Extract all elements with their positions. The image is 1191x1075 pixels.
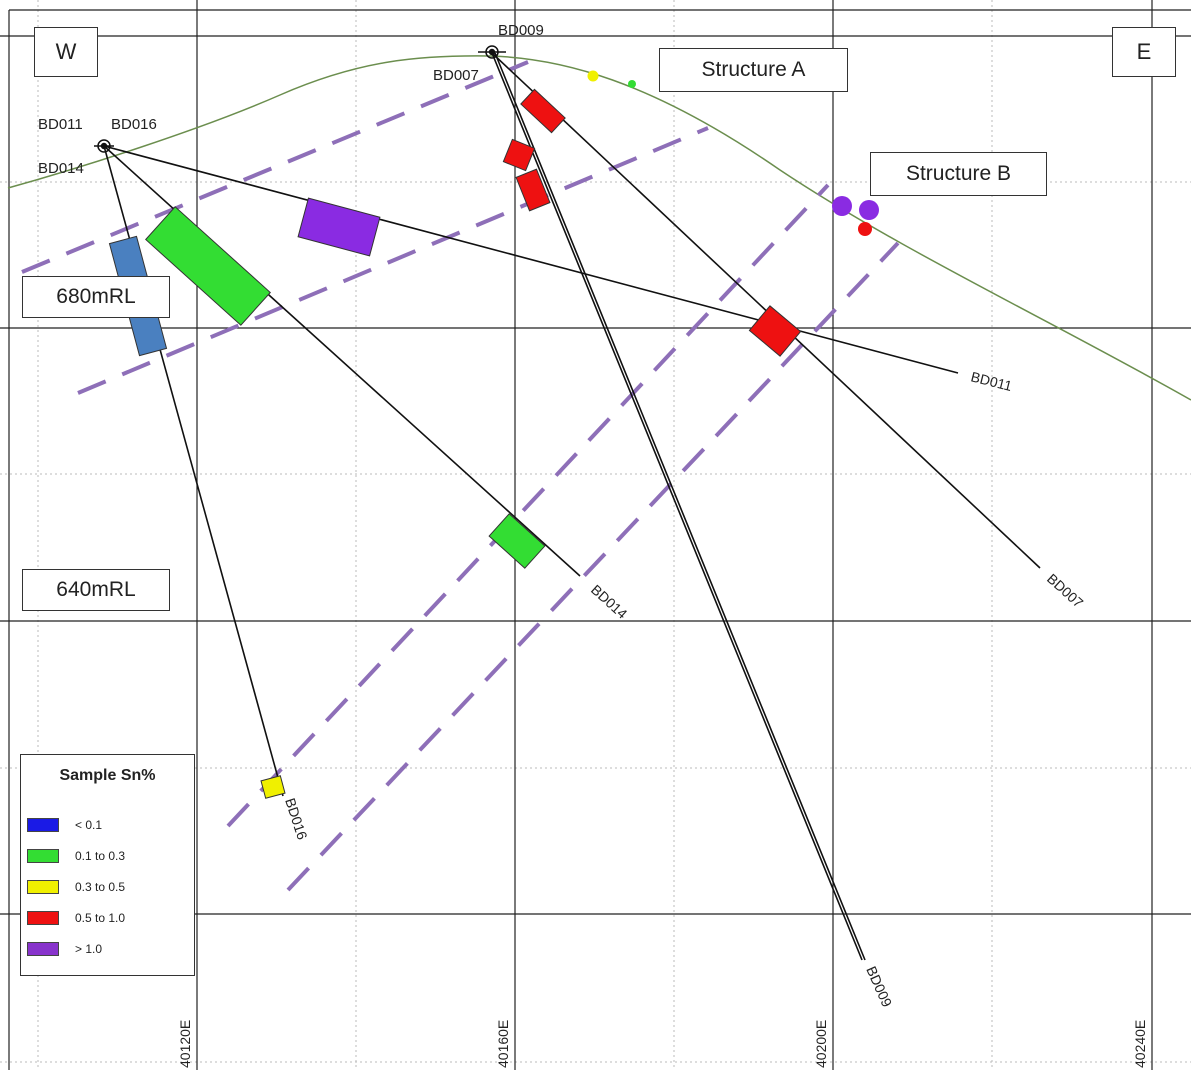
collar-label-bd007: BD007 [433, 67, 479, 84]
trace-bd011 [103, 145, 959, 374]
easting-label-40160: 40160E [495, 1020, 511, 1068]
structure-b-lower [286, 241, 900, 892]
trace-bd009 [491, 52, 863, 961]
structure-a-upper [21, 60, 529, 274]
legend-swatch-lt-0-1 [27, 818, 59, 832]
easting-label-40200: 40200E [813, 1020, 829, 1068]
surface-samples [587, 70, 879, 236]
structure-a-lower [77, 126, 709, 395]
legend-label: 0.3 to 0.5 [75, 880, 126, 894]
collar-label-bd016: BD016 [111, 116, 157, 133]
interval-red-bd007-upper [520, 88, 566, 134]
interval-red-intersection [748, 305, 802, 357]
legend-swatch-0-3-to-0-5 [27, 880, 59, 894]
interval-green-bd014-upper [145, 206, 271, 326]
interval-red-bd009-a [502, 138, 536, 172]
collar-label-bd014: BD014 [38, 160, 84, 177]
structure-dashes [21, 60, 900, 892]
sample-dot-green [628, 80, 636, 88]
legend-label: 0.5 to 1.0 [75, 911, 126, 925]
collar-markers [94, 45, 506, 153]
sample-dot-yellow [587, 70, 599, 82]
east-label: E [1112, 27, 1176, 77]
hole-label-bd007: BD007 [1044, 570, 1087, 611]
legend-swatch-0-1-to-0-3 [27, 849, 59, 863]
sample-dot-purple-2 [859, 200, 879, 220]
topography-line [7, 55, 1191, 401]
legend-swatch-gt-1-0 [27, 942, 59, 956]
interval-purple-bd011 [297, 197, 381, 257]
structure-b-label: Structure B [870, 152, 1047, 196]
legend-item: 0.3 to 0.5 [27, 878, 125, 896]
legend-swatch-0-5-to-1-0 [27, 911, 59, 925]
rl-label-640: 640mRL [22, 569, 170, 611]
interval-red-bd009-b [515, 168, 551, 212]
legend: Sample Sn% < 0.1 0.1 to 0.3 0.3 to 0.5 0… [20, 754, 195, 976]
hole-label-bd014: BD014 [588, 581, 631, 622]
legend-label: < 0.1 [75, 818, 103, 832]
legend-item: 0.1 to 0.3 [27, 847, 125, 865]
structure-a-label: Structure A [659, 48, 848, 92]
collar-label-bd009: BD009 [498, 22, 544, 39]
legend-label: > 1.0 [75, 942, 103, 956]
trace-bd009-b [494, 52, 866, 961]
hole-label-bd016: BD016 [282, 796, 311, 842]
rl-label-680: 680mRL [22, 276, 170, 318]
sample-dot-purple-1 [832, 196, 852, 216]
legend-item: 0.5 to 1.0 [27, 909, 125, 927]
interval-yellow-bd016 [260, 775, 286, 799]
legend-item: < 0.1 [27, 816, 102, 834]
hole-label-bd009: BD009 [863, 964, 895, 1010]
collar-label-bd011: BD011 [38, 116, 83, 133]
sample-intervals [108, 88, 802, 799]
easting-label-40120: 40120E [177, 1020, 193, 1068]
legend-item: > 1.0 [27, 940, 102, 958]
structure-b-upper [226, 183, 830, 828]
legend-label: 0.1 to 0.3 [75, 849, 126, 863]
easting-label-40240: 40240E [1132, 1020, 1148, 1068]
sample-dot-red [858, 222, 872, 236]
interval-green-bd014-lower [488, 513, 546, 569]
legend-title: Sample Sn% [59, 767, 156, 784]
west-label: W [34, 27, 98, 77]
